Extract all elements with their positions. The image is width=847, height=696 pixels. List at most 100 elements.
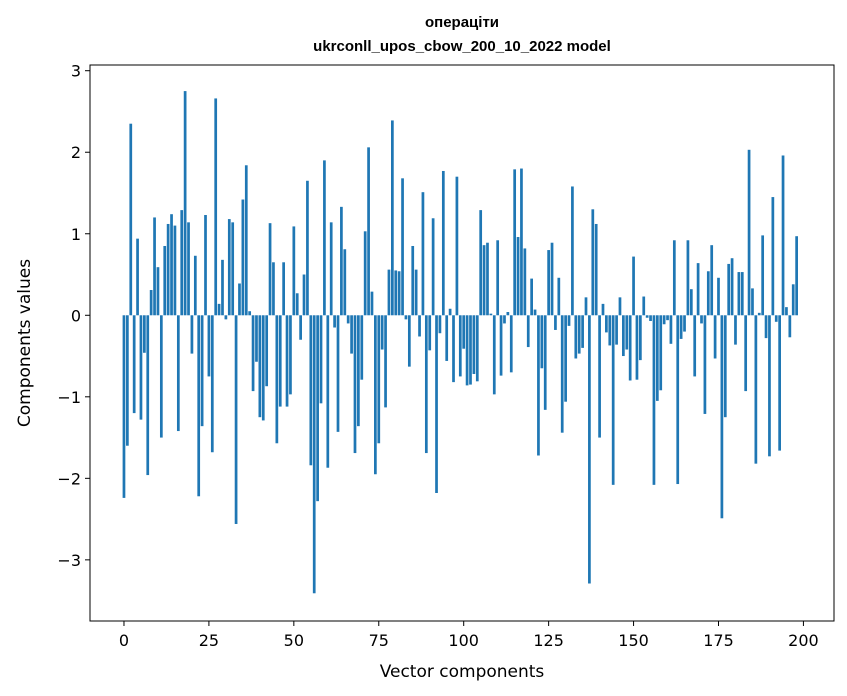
bar [176,315,180,432]
bar [380,315,384,350]
bar [289,315,292,395]
bar [706,271,710,316]
bar [377,315,381,444]
bar [506,312,510,316]
bar [214,98,218,316]
bar [129,123,133,316]
bar [672,240,676,316]
bar [275,315,279,444]
bar [642,296,646,316]
bar [676,315,680,485]
bar [132,315,136,414]
bar [717,277,720,316]
bar [227,219,231,316]
bar [499,315,503,376]
bar [778,315,781,451]
bar [703,315,707,414]
bar [700,315,703,324]
bar [537,315,540,456]
bar [615,315,618,345]
bar [299,315,302,340]
y-tick-label: −1 [57,388,81,407]
bar [571,186,574,316]
bar [458,315,462,377]
bar [197,315,201,497]
bar [652,315,656,485]
bar [547,250,550,316]
bar [346,315,350,324]
bar [387,269,391,316]
bar [265,315,269,387]
bar [295,293,299,316]
bar [244,165,248,316]
bar [261,315,265,421]
bar [438,315,442,334]
bar [503,315,506,324]
bar [713,315,717,359]
bar [350,315,353,354]
bar [255,315,258,362]
bar [431,218,435,316]
bar [581,315,584,348]
bar [414,269,418,316]
y-tick-label: −3 [57,551,81,570]
bar [292,226,296,316]
x-tick-label: 0 [119,631,129,650]
bar [146,315,150,476]
bar [323,160,326,316]
bar [669,315,673,344]
bar [723,315,727,418]
bar [326,315,330,468]
bar [662,315,666,325]
bar [122,315,126,498]
bar [238,283,241,316]
bar [492,315,496,395]
bar [282,262,285,316]
chart-title: операціти [425,14,499,31]
bar [560,315,564,433]
bar [584,297,588,316]
bar [788,315,792,338]
bar [785,307,788,316]
bar [156,267,160,316]
bar [523,248,527,316]
bar [452,315,455,383]
bar [136,238,139,316]
bar [479,210,483,316]
bar [469,315,472,385]
bar [734,315,737,345]
bar [251,315,255,392]
bar [591,209,595,316]
x-tick-label: 100 [448,631,479,650]
bar [475,315,479,382]
bar [639,315,642,361]
bar [740,272,744,316]
bar [757,312,761,316]
bar [190,315,194,354]
bar [224,315,228,320]
bar [312,315,316,594]
bar [645,315,649,318]
bar [635,315,639,380]
bar [622,315,625,357]
bar [791,284,795,316]
bar [363,231,367,316]
x-axis-ticks: 0 25 50 75 100 125 150 175 200 [119,621,819,650]
bar [567,315,571,326]
bar [180,210,184,316]
bar [482,245,486,316]
bar [754,315,758,464]
plot-frame [89,64,835,622]
y-tick-label: 1 [71,225,81,244]
bar [486,242,489,316]
bar [696,263,700,316]
bar [465,315,469,386]
bar [666,315,669,321]
bar [526,315,530,348]
bar [374,315,377,475]
bar [204,215,207,316]
bar [173,225,177,316]
bar [509,315,513,373]
bar [241,199,245,316]
bar [401,178,404,316]
